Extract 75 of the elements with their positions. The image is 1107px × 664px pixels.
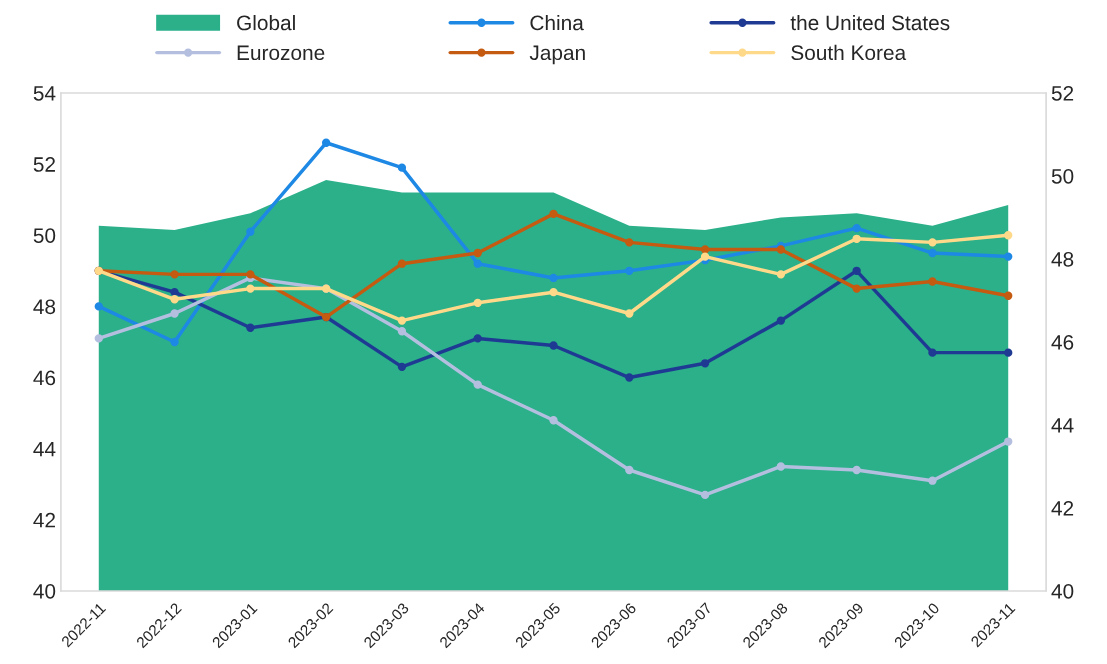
- point: [700, 252, 710, 261]
- point: [397, 259, 407, 268]
- point: [170, 270, 179, 279]
- y-tick-label: 42: [33, 512, 55, 528]
- point: [397, 163, 407, 172]
- point: [625, 465, 634, 475]
- point: [700, 490, 710, 500]
- point: [776, 462, 786, 471]
- point: [549, 416, 558, 425]
- point: [170, 337, 179, 347]
- legend-label: China: [530, 14, 584, 31]
- point: [700, 245, 710, 254]
- point: [852, 284, 861, 293]
- point: [928, 238, 937, 247]
- point: [170, 295, 179, 304]
- point: [852, 234, 861, 243]
- y-tick-label: 54: [33, 86, 56, 101]
- point: [170, 287, 179, 297]
- point: [170, 309, 179, 318]
- point: [94, 302, 103, 311]
- point: [397, 327, 407, 336]
- point: [473, 334, 482, 343]
- point: [852, 223, 861, 233]
- legend-label: Eurozone: [237, 45, 325, 61]
- point: [776, 270, 786, 279]
- point: [246, 284, 255, 293]
- point: [928, 277, 937, 286]
- point: [928, 348, 937, 357]
- y2-tick-label: 52: [1051, 85, 1074, 101]
- y-tick-label: 48: [33, 299, 56, 315]
- point: [852, 266, 861, 275]
- point: [397, 362, 407, 372]
- point: [321, 138, 331, 147]
- point: [776, 316, 786, 325]
- point: [928, 476, 937, 485]
- legend-label: Global: [237, 14, 295, 31]
- y2-tick-label: 40: [1051, 583, 1074, 599]
- point: [700, 359, 710, 368]
- point: [1004, 252, 1013, 261]
- y-tick-label: 50: [33, 228, 56, 243]
- y2-tick-label: 42: [1051, 500, 1074, 516]
- y-tick-label: 40: [33, 583, 56, 599]
- point: [473, 380, 482, 389]
- point: [625, 238, 634, 247]
- legend-label: the United States: [790, 14, 950, 31]
- legend-label: South Korea: [791, 44, 907, 61]
- legend-label: Japan: [529, 45, 585, 65]
- point: [246, 227, 255, 236]
- point: [1004, 231, 1013, 240]
- y-tick-label: 46: [33, 370, 56, 386]
- y2-tick-label: 48: [1051, 251, 1074, 267]
- y2-tick-label: 50: [1051, 168, 1074, 184]
- point: [549, 209, 558, 219]
- point: [852, 465, 861, 475]
- point: [776, 245, 786, 254]
- point: [397, 316, 407, 325]
- point: [549, 287, 558, 297]
- point: [94, 334, 103, 343]
- point: [549, 273, 558, 283]
- y-tick-label: 52: [33, 157, 55, 172]
- y2-tick-label: 44: [1051, 418, 1074, 433]
- point: [625, 266, 634, 275]
- point: [1004, 348, 1013, 357]
- point: [928, 248, 937, 258]
- point: [625, 373, 634, 382]
- point: [246, 323, 255, 332]
- y2-tick-label: 46: [1051, 334, 1074, 350]
- point: [473, 259, 482, 268]
- y-tick-label: 44: [33, 441, 56, 457]
- point: [1004, 437, 1013, 446]
- point: [625, 309, 634, 318]
- point: [473, 298, 482, 307]
- point: [473, 248, 482, 258]
- point: [246, 270, 255, 279]
- point: [1004, 291, 1013, 300]
